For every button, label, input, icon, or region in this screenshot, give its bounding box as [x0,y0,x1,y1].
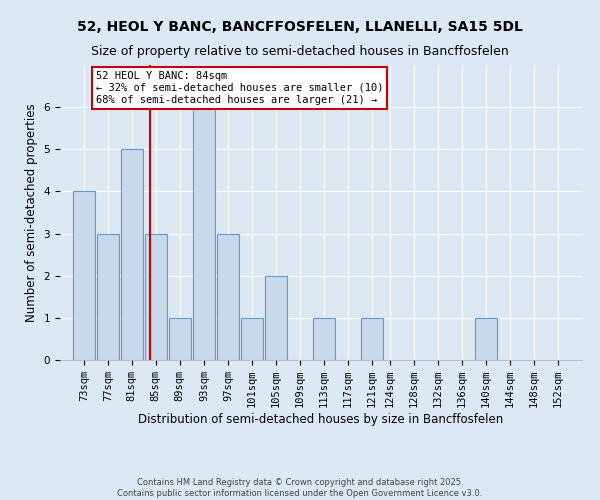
Bar [121,150,143,360]
Bar [193,107,215,360]
Text: 52, HEOL Y BANC, BANCFFOSFELEN, LLANELLI, SA15 5DL: 52, HEOL Y BANC, BANCFFOSFELEN, LLANELLI… [77,20,523,34]
Bar [97,234,119,360]
Bar [169,318,191,360]
Y-axis label: Number of semi-detached properties: Number of semi-detached properties [25,103,38,322]
Text: 52 HEOL Y BANC: 84sqm
← 32% of semi-detached houses are smaller (10)
68% of semi: 52 HEOL Y BANC: 84sqm ← 32% of semi-deta… [96,72,383,104]
X-axis label: Distribution of semi-detached houses by size in Bancffosfelen: Distribution of semi-detached houses by … [139,413,503,426]
Bar [241,318,263,360]
Text: Size of property relative to semi-detached houses in Bancffosfelen: Size of property relative to semi-detach… [91,45,509,58]
Bar [73,192,95,360]
Bar [145,234,167,360]
Bar [265,276,287,360]
Text: Contains HM Land Registry data © Crown copyright and database right 2025.
Contai: Contains HM Land Registry data © Crown c… [118,478,482,498]
Bar [217,234,239,360]
Bar [313,318,335,360]
Bar [361,318,383,360]
Bar [475,318,497,360]
